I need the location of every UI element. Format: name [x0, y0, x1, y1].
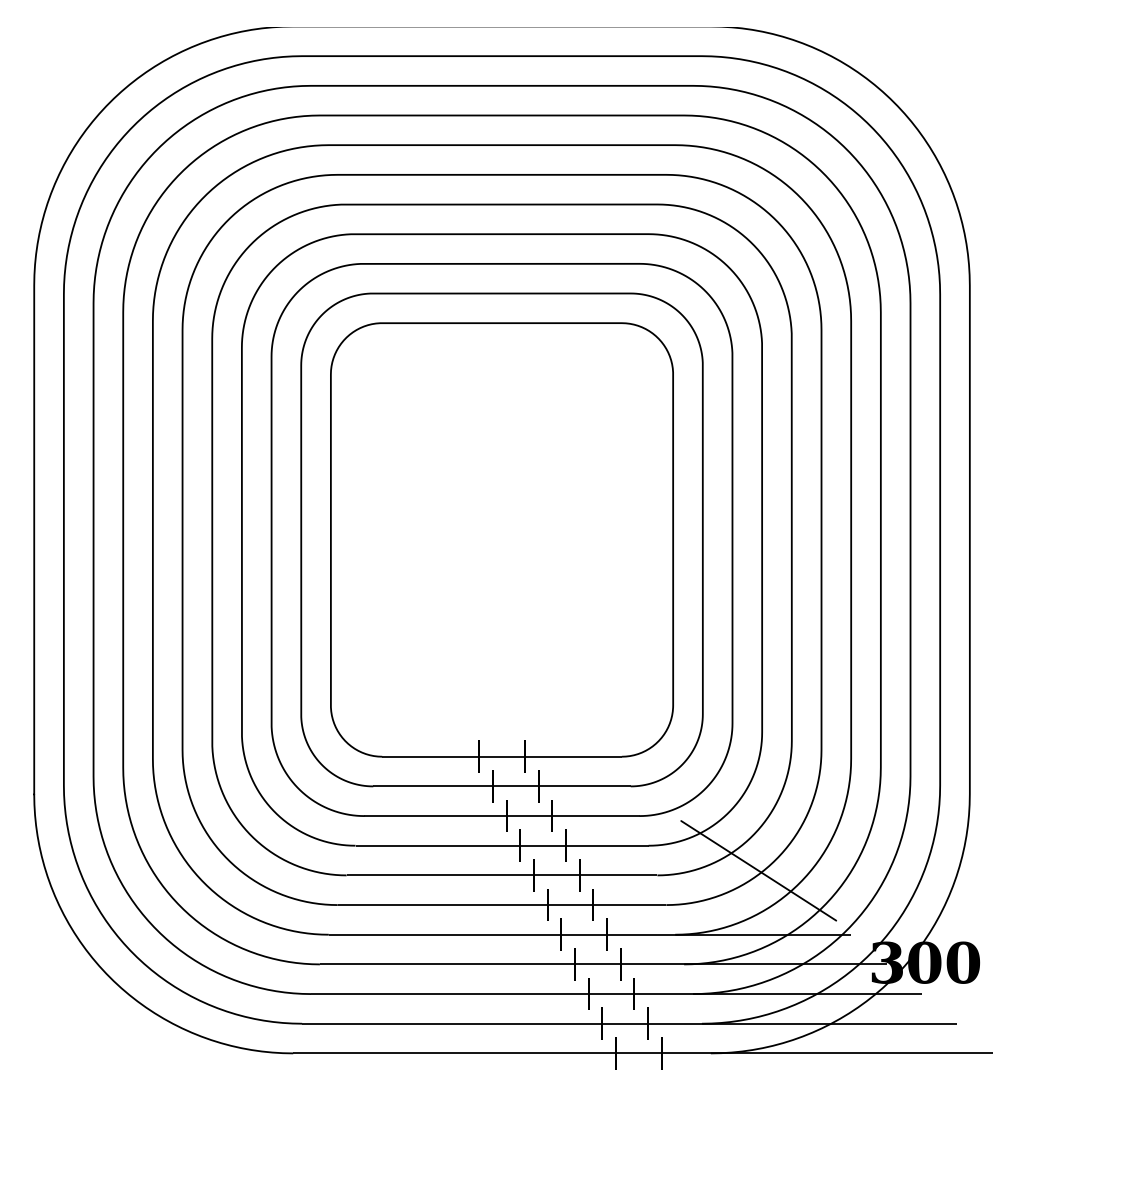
Text: 300: 300	[867, 941, 982, 996]
